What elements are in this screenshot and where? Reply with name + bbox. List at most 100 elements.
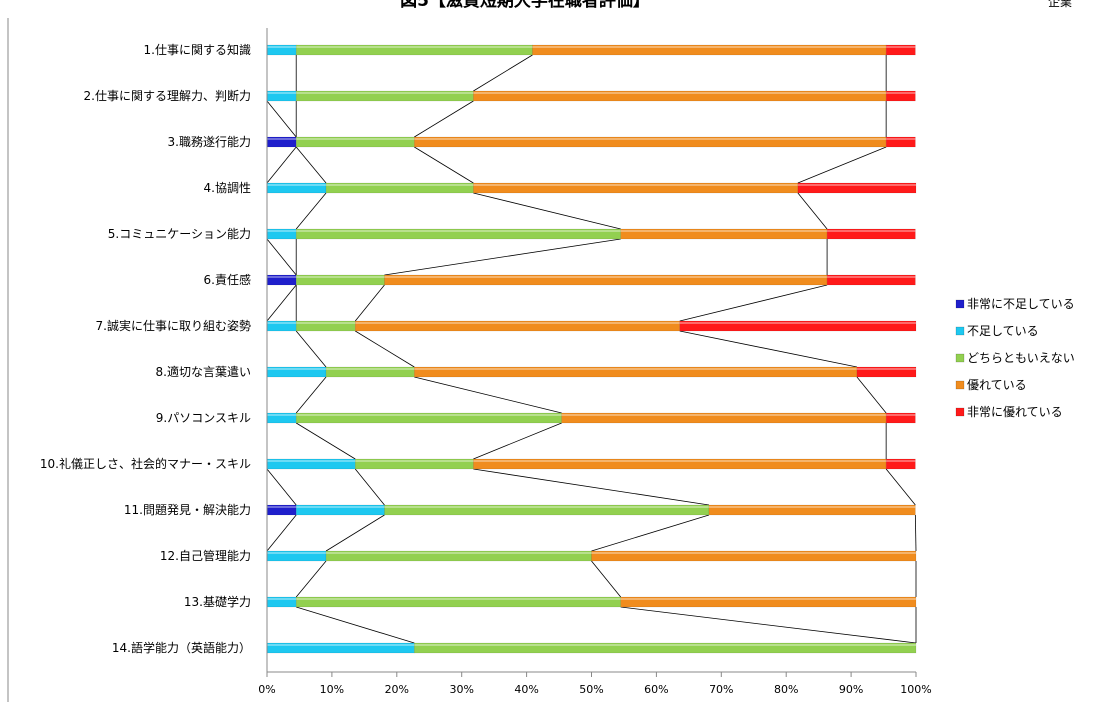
bar-highlight — [296, 414, 562, 416]
bar-highlight — [296, 506, 385, 508]
bar-highlight — [296, 92, 474, 94]
bar-highlight — [886, 460, 916, 462]
x-axis-group: 0% 10% 20% 30% 40% 50% 60% 70% 80% 90% 100% — [258, 28, 932, 696]
x-tick-label: 50% — [579, 683, 603, 696]
bar-highlight — [267, 598, 297, 600]
category-label: 13.基礎学力 — [184, 594, 251, 609]
series-line-segment — [295, 560, 327, 598]
bar-highlight — [384, 276, 828, 278]
legend-swatch — [955, 407, 965, 417]
bar-highlight — [856, 368, 916, 370]
series-line-segment — [414, 146, 474, 184]
category-label: 2.仕事に関する理解力、判断力 — [84, 88, 251, 103]
series-line-segment — [885, 468, 916, 506]
category-label: 11.問題発見・解決能力 — [124, 503, 251, 517]
series-line-segment — [325, 514, 385, 552]
bar-highlight — [473, 460, 887, 462]
series-line-segment — [797, 192, 828, 230]
series-line-segment — [797, 146, 887, 184]
x-tick-label: 40% — [514, 683, 538, 696]
bar-segment — [295, 596, 621, 608]
bar-highlight — [414, 368, 857, 370]
bar-segment — [885, 412, 916, 424]
bar-highlight — [267, 138, 297, 140]
legend-label: どちらともいえない — [967, 351, 1075, 365]
series-line-segment — [473, 468, 710, 506]
bar-highlight — [708, 506, 916, 508]
bar-highlight — [296, 138, 415, 140]
series-line-segment — [679, 330, 858, 368]
bar-highlight — [267, 368, 327, 370]
legend-label: 優れている — [967, 378, 1027, 392]
bar-segment — [295, 228, 621, 240]
bar-segment — [856, 366, 917, 378]
x-tick-label: 70% — [709, 683, 733, 696]
category-label: 8.適切な言葉遣い — [156, 364, 251, 379]
bar-highlight — [827, 276, 916, 278]
x-tick-label: 30% — [449, 683, 473, 696]
series-line-segment — [473, 54, 533, 92]
category-labels-group: 1.仕事に関する知識 2.仕事に関する理解力、判断力 3.職務遂行能力 4.協調性 5.… — [40, 43, 251, 655]
series-line-segment — [266, 468, 297, 506]
series-line-segment — [295, 376, 327, 414]
bar-highlight — [384, 506, 709, 508]
x-tick-label: 80% — [774, 683, 798, 696]
series-line-segment — [856, 376, 887, 414]
series-line-segment — [473, 422, 562, 460]
legend-swatch — [955, 380, 965, 390]
bar-highlight — [267, 184, 327, 186]
bar-highlight — [355, 322, 680, 324]
bar-highlight — [267, 276, 297, 278]
category-label: 3.職務遂行能力 — [168, 135, 251, 149]
bar-highlight — [296, 46, 533, 48]
bar-segment — [414, 642, 917, 654]
bar-highlight — [886, 46, 916, 48]
bar-segment — [797, 182, 917, 194]
category-label: 12.自己管理能力 — [160, 548, 251, 563]
series-line-segment — [679, 284, 828, 322]
bar-highlight — [296, 322, 356, 324]
bar-highlight — [267, 644, 415, 646]
series-line-segment — [384, 238, 621, 276]
bar-segment — [885, 44, 916, 56]
bar-segment — [826, 274, 916, 286]
bar-highlight — [473, 184, 798, 186]
bar-highlight — [267, 92, 297, 94]
bar-segment — [885, 90, 916, 102]
bar-segment — [591, 550, 917, 562]
series-line-segment — [295, 146, 327, 184]
series-line-segment — [591, 514, 710, 552]
series-line-segment — [266, 146, 297, 184]
bar-highlight — [886, 92, 916, 94]
x-tick-label: 10% — [320, 683, 344, 696]
bar-segment — [826, 228, 916, 240]
bar-highlight — [267, 506, 297, 508]
legend-label: 不足している — [967, 324, 1039, 338]
bar-segment — [295, 320, 356, 332]
bar-highlight — [414, 138, 887, 140]
series-line-segment — [295, 192, 327, 230]
series-line-segment — [266, 238, 297, 276]
bar-highlight — [326, 552, 592, 554]
bar-segment — [885, 136, 916, 148]
bar-highlight — [591, 552, 916, 554]
bar-segment — [473, 182, 799, 194]
bar-highlight — [827, 230, 916, 232]
series-line-segment — [295, 330, 327, 368]
x-tick-label: 90% — [839, 683, 863, 696]
series-line-segment — [295, 422, 356, 460]
series-line-segment — [266, 284, 297, 322]
x-tick-label: 20% — [385, 683, 409, 696]
bar-highlight — [414, 644, 916, 646]
bar-highlight — [326, 368, 415, 370]
bar-highlight — [355, 460, 474, 462]
legend-swatch — [955, 326, 965, 336]
bar-highlight — [532, 46, 887, 48]
legend-label: 非常に不足している — [967, 297, 1075, 311]
x-tick-label: 0% — [258, 683, 275, 696]
bar-highlight — [561, 414, 887, 416]
bar-highlight — [267, 322, 297, 324]
category-label: 14.語学能力（英語能力） — [112, 640, 251, 655]
bars-group — [266, 44, 917, 654]
category-label: 4.協調性 — [204, 180, 251, 195]
